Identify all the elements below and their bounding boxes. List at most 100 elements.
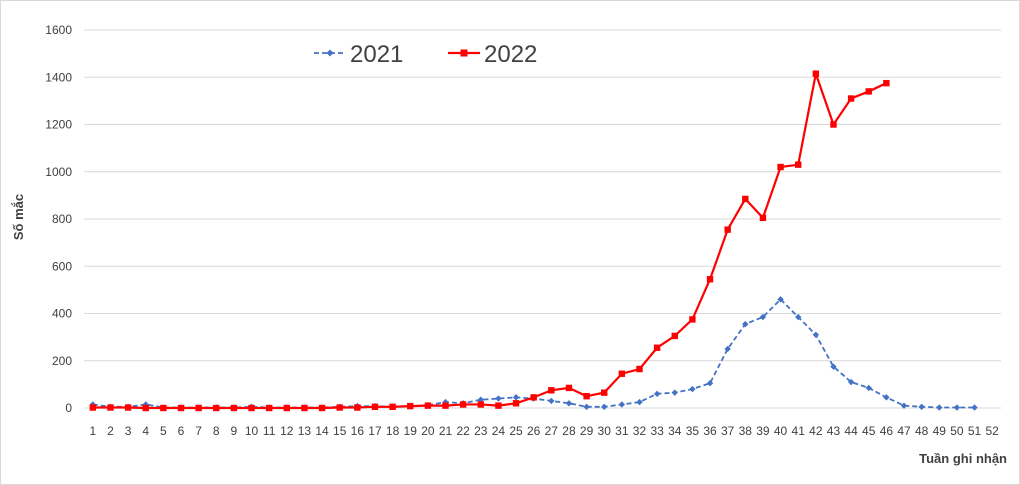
y-tick-label: 600 <box>52 259 72 273</box>
x-tick-label: 36 <box>703 424 717 438</box>
data-point <box>830 363 837 370</box>
y-tick-label: 0 <box>65 401 72 415</box>
x-tick-label: 40 <box>774 424 788 438</box>
data-point <box>918 403 925 411</box>
data-point <box>142 404 149 412</box>
data-point <box>442 402 449 409</box>
x-tick-label: 51 <box>968 424 982 438</box>
data-point <box>160 404 167 412</box>
x-tick-label: 6 <box>178 424 185 438</box>
legend-marker <box>326 49 334 57</box>
data-point <box>689 316 696 323</box>
data-point <box>601 403 608 411</box>
x-tick-label: 16 <box>351 424 365 438</box>
data-point <box>795 161 802 168</box>
data-point <box>883 394 890 401</box>
x-tick-label: 8 <box>213 424 220 438</box>
x-axis-title: Tuần ghi nhận <box>919 451 1007 466</box>
data-point <box>706 276 714 283</box>
data-point <box>107 404 114 411</box>
data-point <box>777 296 784 303</box>
data-point <box>301 404 308 412</box>
x-tick-label: 48 <box>915 424 929 438</box>
x-tick-label: 44 <box>844 424 858 438</box>
y-tick-label: 1000 <box>45 165 72 179</box>
data-point <box>759 214 767 222</box>
series-2022 <box>89 69 890 412</box>
data-point <box>512 400 520 407</box>
data-point <box>177 404 185 412</box>
data-point <box>336 404 343 411</box>
data-point <box>636 365 643 373</box>
x-tick-label: 43 <box>827 424 841 438</box>
data-point <box>865 88 872 95</box>
x-tick-label: 31 <box>615 424 629 438</box>
data-point <box>548 397 555 405</box>
data-point <box>777 163 784 171</box>
y-tick-label: 400 <box>52 307 72 321</box>
x-tick-label: 17 <box>368 424 382 438</box>
x-tick-label: 18 <box>386 424 400 438</box>
data-point <box>213 404 220 412</box>
data-point <box>671 389 678 396</box>
data-point <box>512 394 520 401</box>
x-tick-label: 45 <box>862 424 876 438</box>
data-point <box>477 401 484 408</box>
data-point <box>724 226 731 233</box>
data-point <box>371 403 379 411</box>
x-tick-label: 50 <box>950 424 964 438</box>
x-tick-label: 20 <box>421 424 435 438</box>
x-tick-label: 21 <box>439 424 453 438</box>
x-tick-label: 35 <box>686 424 700 438</box>
y-tick-label: 1600 <box>45 23 72 37</box>
data-point <box>565 384 573 392</box>
data-point <box>495 395 502 402</box>
data-point <box>89 404 97 411</box>
data-point <box>618 401 626 408</box>
data-point <box>407 402 414 410</box>
data-point <box>847 95 855 102</box>
legend-item-2022: 2022 <box>448 41 537 68</box>
series-line-2022 <box>92 69 887 410</box>
x-tick-label: 29 <box>580 424 594 438</box>
legend: 2021 2022 <box>314 41 537 68</box>
series-line-2021 <box>92 298 975 409</box>
data-point <box>618 370 626 377</box>
x-tick-label: 46 <box>880 424 894 438</box>
data-point <box>389 403 396 411</box>
data-point <box>230 404 238 412</box>
x-tick-label: 26 <box>527 424 541 438</box>
x-tick-label: 30 <box>598 424 612 438</box>
grid-lines <box>84 29 1001 409</box>
x-tick-label: 7 <box>195 424 202 438</box>
data-point <box>354 404 361 411</box>
data-point <box>883 79 890 87</box>
x-tick-label: 3 <box>125 424 132 438</box>
data-point <box>847 378 855 386</box>
x-tick-label: 22 <box>456 424 470 438</box>
data-point <box>424 402 432 409</box>
x-tick-label: 38 <box>739 424 753 438</box>
data-point <box>459 401 467 408</box>
x-tick-label: 37 <box>721 424 735 438</box>
x-tick-label: 39 <box>756 424 770 438</box>
x-axis-ticks: 1 2 3 4 5 6 7 8 9 10 11 12 13 14 15 16 17 18 19 20 21 22 23 24 2… <box>89 424 999 438</box>
y-axis-title: Số mắc <box>11 194 26 240</box>
x-tick-label: 5 <box>160 424 167 438</box>
data-point <box>283 404 290 412</box>
data-point <box>900 402 908 409</box>
data-point <box>865 384 872 392</box>
x-tick-label: 15 <box>333 424 347 438</box>
series-lines <box>89 69 978 412</box>
data-point <box>583 392 590 400</box>
data-point <box>195 404 202 412</box>
x-tick-label: 32 <box>633 424 647 438</box>
legend-marker <box>460 49 468 57</box>
data-point <box>812 331 820 338</box>
data-point <box>671 332 678 340</box>
legend-item-2021: 2021 <box>314 41 403 68</box>
x-tick-label: 42 <box>809 424 823 438</box>
data-point <box>565 400 573 407</box>
x-tick-label: 52 <box>986 424 1000 438</box>
